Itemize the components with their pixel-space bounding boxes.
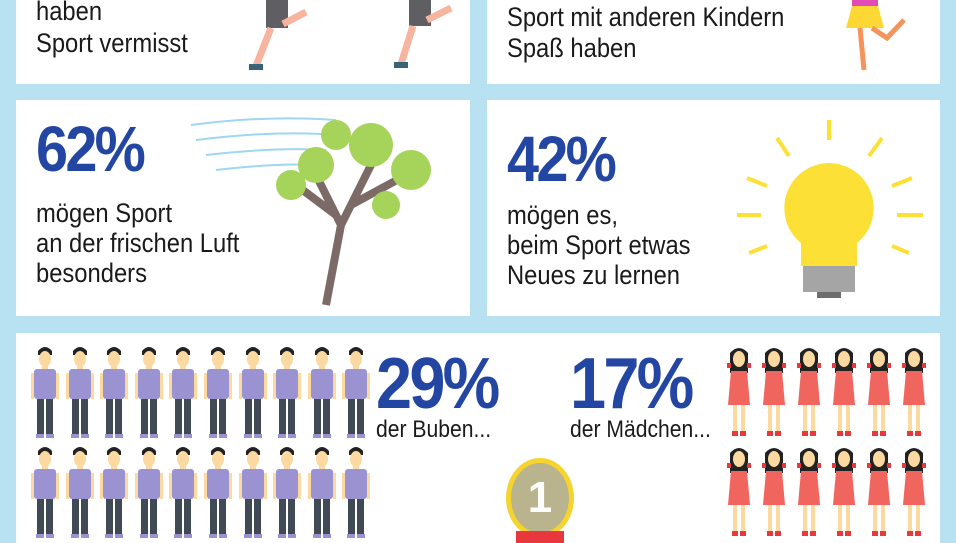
girl-figure-icon [727,448,751,536]
medal-ribbon [516,531,564,543]
girl-figure-icon [797,448,821,536]
girl-figure-icon [902,448,926,536]
boy-figure-icon [65,347,94,438]
boy-figure-icon [273,347,302,438]
percent-value: 62% [36,113,146,185]
text-line: haben [36,0,103,26]
boy-figure-icon [342,447,371,538]
text-line: Sport vermisst [36,28,188,58]
text-line: besonders [36,258,147,288]
running-kids-icon [249,0,453,70]
light-bulb-icon [737,120,923,298]
girl-figure-icon [762,348,786,436]
boy-figure-icon [204,347,232,438]
card-fresh-air: 62% mögen Sport an der frischen Luft bes… [16,100,470,316]
card-boys-girls: 29% der Buben... 17% der Mädchen... 1 [16,333,940,543]
boy-figure-icon [31,347,59,438]
text-line: mögen Sport [36,198,173,228]
boy-figure-icon [342,347,371,438]
boy-figure-icon [134,447,163,538]
boy-figure-icon [307,447,336,538]
girl-figure-icon [832,448,856,536]
boy-figure-icon [238,447,267,538]
girl-jumping-icon [846,0,906,71]
tree-wind-icon [190,117,431,306]
girl-figure-icon [762,448,786,536]
girl-figure-icon [797,348,821,436]
card-learn-new: 42% mögen es, beim Sport etwas Neues zu … [487,100,940,316]
boy-figure-icon [31,447,59,538]
boy-figure-icon [65,447,94,538]
text-line: beim Sport etwas [507,230,691,260]
girls-percent: 17% [570,344,694,424]
text-line: Neues zu lernen [507,260,681,290]
medal-icon: 1 [506,458,574,538]
text-line: mögen es, [507,200,618,230]
boy-figure-icon [238,347,267,438]
boy-figure-icon [169,347,198,438]
boy-figure-icon [307,347,336,438]
boys-label: der Buben... [376,416,492,443]
boy-figure-icon [273,447,302,538]
girl-figure-icon [832,348,856,436]
girl-figure-icon [867,448,891,536]
boy-figure-icon [100,347,129,438]
percent-value: 42% [507,123,617,195]
card-fun-with-kids: Sport mit anderen Kindern Spaß haben [487,0,940,84]
boys-percent: 29% [376,344,500,424]
card-missing-sport: haben Sport vermisst [16,0,470,84]
text-line: an der frischen Luft [36,228,240,258]
girl-figure-icon [727,348,751,436]
boy-figure-icon [204,447,232,538]
boy-figure-icon [169,447,198,538]
text-line: Sport mit anderen Kindern [507,2,785,32]
boy-figure-icon [134,347,163,438]
boy-figure-icon [100,447,129,538]
girl-figure-icon [902,348,926,436]
girls-label: der Mädchen... [570,416,711,443]
medal-number: 1 [527,473,553,522]
text-line: Spaß haben [507,33,637,63]
girl-figure-icon [867,348,891,436]
